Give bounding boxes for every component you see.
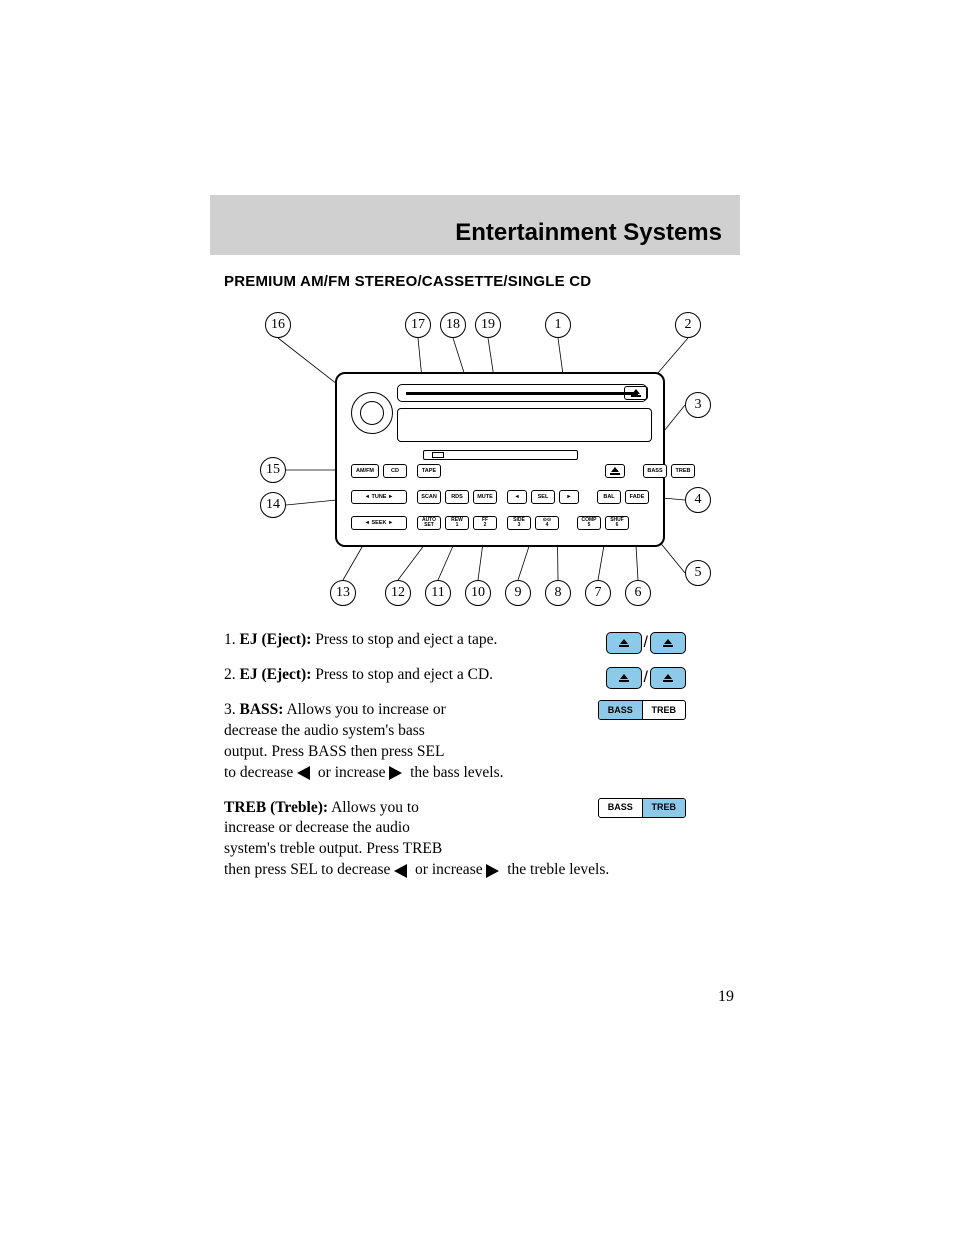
cd-slot: [397, 384, 647, 402]
radio-btn: ◄: [507, 490, 527, 504]
eject-icon: [650, 667, 686, 689]
header-title: Entertainment Systems: [455, 219, 722, 247]
bass-half: BASS: [599, 799, 642, 817]
radio-btn: ◄ TUNE ►: [351, 490, 407, 504]
slash-icon: /: [644, 667, 648, 689]
radio-btn: ◄ SEEK ►: [351, 516, 407, 530]
item-1-text: 1. EJ (Eject): Press to stop and eject a…: [224, 630, 524, 651]
radio-btn: FADE: [625, 490, 649, 504]
radio-btn: ►: [559, 490, 579, 504]
description-list: 1. EJ (Eject): Press to stop and eject a…: [224, 630, 726, 881]
item-2-bold: EJ (Eject):: [240, 666, 312, 683]
button-row-3: ◄ SEEK ► AUTOSET REW1 FF2 SIDE3 ⊙⊙4 COMP5 SHUF6: [351, 516, 629, 530]
button-row-2: ◄ TUNE ► SCAN RDS MUTE ◄ SEL ► BAL FADE: [351, 490, 649, 504]
radio-btn: RDS: [445, 490, 469, 504]
callout-17: 17: [405, 312, 431, 338]
item-1-bold: EJ (Eject):: [240, 631, 312, 648]
callout-3: 3: [685, 392, 711, 418]
callout-6: 6: [625, 580, 651, 606]
radio-btn: SHUF6: [605, 516, 629, 530]
radio-btn: SCAN: [417, 490, 441, 504]
callout-16: 16: [265, 312, 291, 338]
radio-btn: SEL: [531, 490, 555, 504]
item-2-text: 2. EJ (Eject): Press to stop and eject a…: [224, 665, 524, 686]
radio-btn: CD: [383, 464, 407, 478]
item-4: BASS TREB TREB (Treble): Allows you toin…: [224, 798, 726, 882]
callout-13: 13: [330, 580, 356, 606]
treb-half: TREB: [643, 799, 686, 817]
item-1: 1. EJ (Eject): Press to stop and eject a…: [224, 630, 726, 651]
item-3-num: 3.: [224, 701, 240, 718]
cd-eject-button: [624, 386, 648, 400]
header-band: Entertainment Systems: [210, 195, 740, 255]
eject-icon: [606, 632, 642, 654]
radio-btn: AUTOSET: [417, 516, 441, 530]
triangle-left-icon: [297, 766, 310, 780]
item-1-rest: Press to stop and eject a tape.: [311, 631, 497, 648]
callout-4: 4: [685, 487, 711, 513]
item-2: 2. EJ (Eject): Press to stop and eject a…: [224, 665, 726, 686]
callout-15: 15: [260, 457, 286, 483]
radio-btn: FF2: [473, 516, 497, 530]
stereo-diagram: AM/FMCDTAPEBASSTREB ◄ TUNE ►SCANRDSMUTE◄…: [245, 302, 705, 612]
item-2-icons: /: [606, 667, 686, 689]
triangle-left-icon: [394, 864, 407, 878]
callout-18: 18: [440, 312, 466, 338]
triangle-right-icon: [389, 766, 402, 780]
bass-treb-button: BASS TREB: [598, 798, 686, 818]
item-1-icons: /: [606, 632, 686, 654]
item-2-num: 2.: [224, 666, 240, 683]
item-1-num: 1.: [224, 631, 240, 648]
radio-btn: REW1: [445, 516, 469, 530]
callout-19: 19: [475, 312, 501, 338]
eject-icon: [606, 667, 642, 689]
callout-8: 8: [545, 580, 571, 606]
treb-half: TREB: [643, 701, 686, 719]
bass-treb-button: BASS TREB: [598, 700, 686, 720]
radio-btn: TREB: [671, 464, 695, 478]
cassette-slot: [423, 450, 578, 460]
callout-7: 7: [585, 580, 611, 606]
callout-1: 1: [545, 312, 571, 338]
radio-btn: [605, 464, 625, 478]
radio-faceplate: AM/FMCDTAPEBASSTREB ◄ TUNE ►SCANRDSMUTE◄…: [335, 372, 665, 547]
callout-5: 5: [685, 560, 711, 586]
item-4-bold: TREB (Treble):: [224, 799, 328, 816]
callout-12: 12: [385, 580, 411, 606]
callout-9: 9: [505, 580, 531, 606]
callout-10: 10: [465, 580, 491, 606]
section-subtitle: PREMIUM AM/FM STEREO/CASSETTE/SINGLE CD: [224, 273, 740, 290]
item-3-bold: BASS:: [240, 701, 284, 718]
item-2-rest: Press to stop and eject a CD.: [311, 666, 493, 683]
radio-btn: BASS: [643, 464, 667, 478]
button-row-1: AM/FM CD TAPE BASS TREB: [351, 464, 695, 478]
page-content: Entertainment Systems PREMIUM AM/FM STER…: [210, 195, 740, 895]
radio-btn: COMP5: [577, 516, 601, 530]
callout-11: 11: [425, 580, 451, 606]
radio-btn: BAL: [597, 490, 621, 504]
triangle-right-icon: [486, 864, 499, 878]
page-number: 19: [718, 988, 734, 1006]
bass-half: BASS: [599, 701, 642, 719]
radio-btn: TAPE: [417, 464, 441, 478]
radio-display: [397, 408, 652, 442]
radio-btn: SIDE3: [507, 516, 531, 530]
eject-icon: [650, 632, 686, 654]
radio-btn: MUTE: [473, 490, 497, 504]
radio-btn: ⊙⊙4: [535, 516, 559, 530]
callout-2: 2: [675, 312, 701, 338]
item-3: BASS TREB 3. BASS: Allows you to increas…: [224, 700, 726, 784]
callout-14: 14: [260, 492, 286, 518]
slash-icon: /: [644, 632, 648, 654]
volume-knob: [351, 392, 393, 434]
radio-btn: AM/FM: [351, 464, 379, 478]
